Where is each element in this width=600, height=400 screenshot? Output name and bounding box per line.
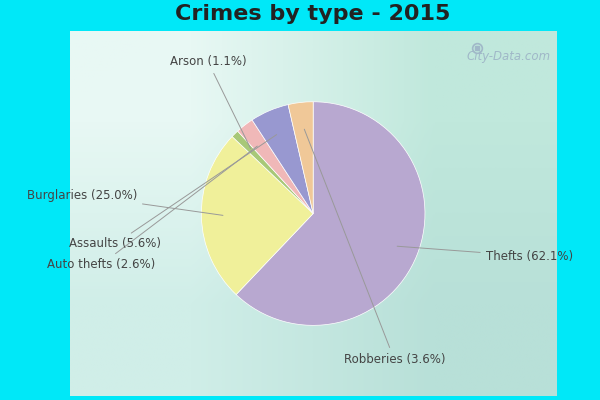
Text: Burglaries (25.0%): Burglaries (25.0%) — [26, 189, 223, 215]
Title: Crimes by type - 2015: Crimes by type - 2015 — [175, 4, 451, 24]
Wedge shape — [232, 131, 313, 214]
Text: Thefts (62.1%): Thefts (62.1%) — [397, 246, 573, 262]
Wedge shape — [238, 120, 313, 214]
Wedge shape — [202, 136, 313, 294]
Wedge shape — [252, 105, 313, 214]
Text: Arson (1.1%): Arson (1.1%) — [170, 55, 251, 149]
Wedge shape — [236, 102, 425, 325]
Text: City-Data.com: City-Data.com — [466, 50, 550, 62]
Wedge shape — [288, 102, 313, 214]
Text: Auto thefts (2.6%): Auto thefts (2.6%) — [47, 146, 257, 271]
Text: Assaults (5.6%): Assaults (5.6%) — [69, 135, 277, 250]
Text: Robberies (3.6%): Robberies (3.6%) — [304, 129, 445, 366]
